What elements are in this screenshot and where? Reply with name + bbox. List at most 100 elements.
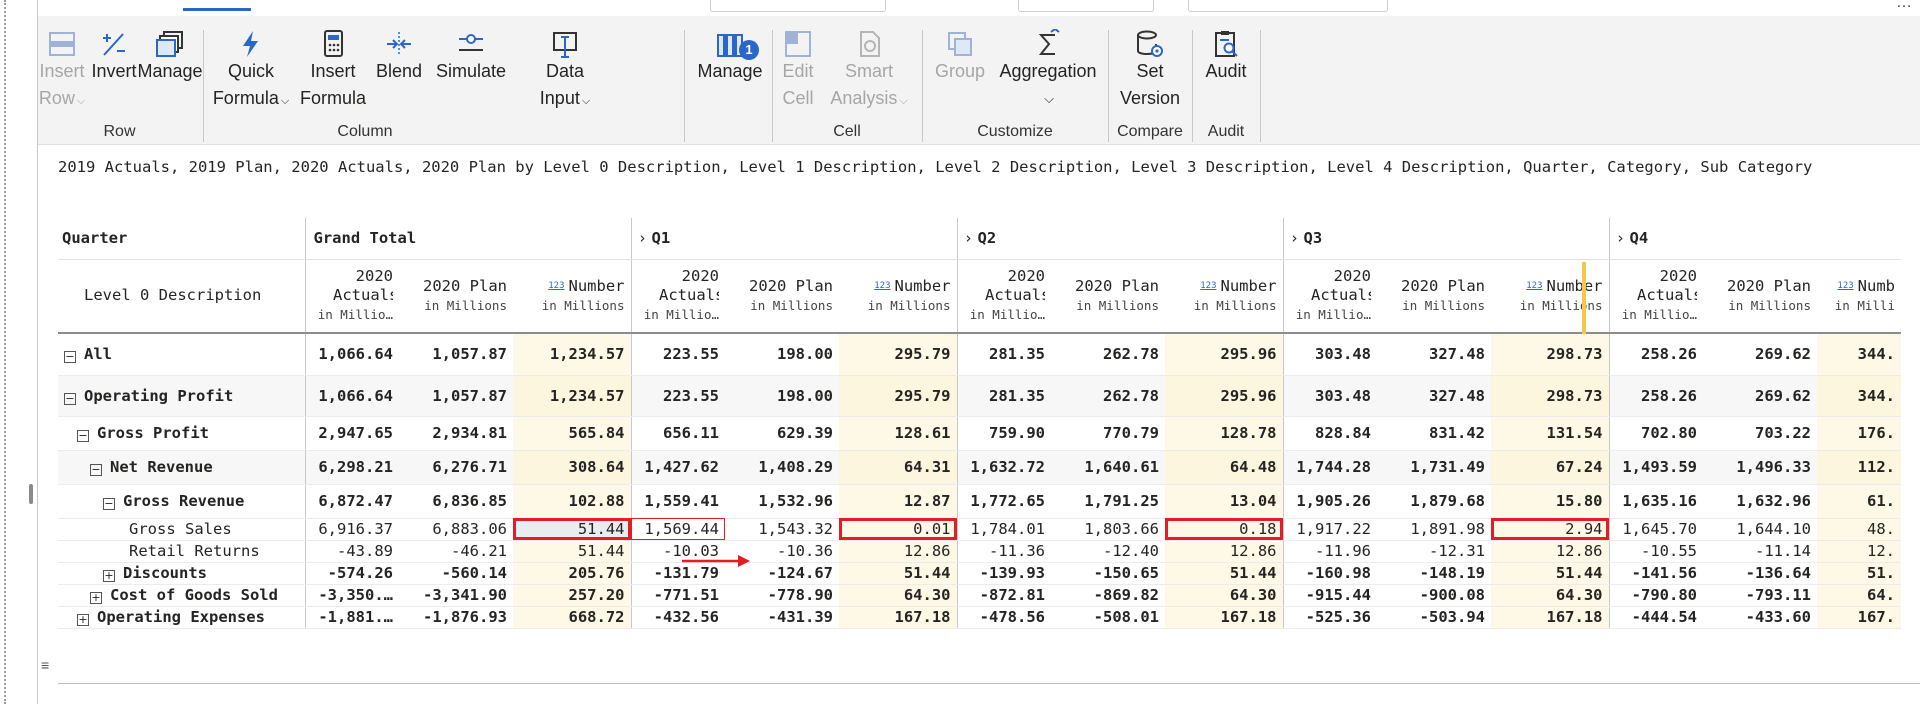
top-user-box[interactable]	[1188, 0, 1388, 12]
data-cell[interactable]: -508.01	[1051, 606, 1165, 629]
data-cell[interactable]: 1,644.10	[1703, 518, 1817, 541]
row-header[interactable]: Gross Sales	[58, 518, 305, 541]
data-cell[interactable]: 269.62	[1703, 375, 1817, 417]
table-row[interactable]: + Discounts -574.26 -560.14 205.76 -131.79 -12…	[58, 562, 1901, 585]
data-cell[interactable]: 770.79	[1051, 416, 1165, 451]
column-header[interactable]: 123 Numb in Milli	[1817, 259, 1901, 334]
row-header[interactable]: Retail Returns	[58, 540, 305, 563]
data-cell[interactable]: 269.62	[1703, 333, 1817, 376]
data-cell[interactable]: 1,496.33	[1703, 450, 1817, 485]
expand-icon[interactable]: +	[103, 569, 115, 582]
data-cell[interactable]: 6,883.06	[399, 518, 513, 541]
data-cell[interactable]: 1,532.96	[725, 484, 839, 519]
column-header[interactable]: 2020 Actuals in Millio…	[1282, 259, 1377, 334]
edit-cell-button[interactable]: Edit Cell	[778, 28, 818, 112]
data-cell[interactable]: 1,057.87	[399, 375, 513, 417]
data-cell[interactable]: 128.78	[1165, 416, 1283, 451]
data-cell[interactable]: 262.78	[1051, 333, 1165, 376]
data-cell[interactable]: -1,881.…	[304, 606, 399, 629]
data-cell[interactable]: 6,276.71	[399, 450, 513, 485]
table-row[interactable]: + Operating Expenses -1,881.… -1,876.93 668.…	[58, 606, 1901, 629]
data-cell[interactable]: 295.79	[839, 375, 957, 417]
data-cell[interactable]: -869.82	[1051, 584, 1165, 607]
insert-formula-button[interactable]: Insert Formula	[299, 28, 367, 112]
data-cell[interactable]: -139.93	[956, 562, 1051, 585]
expand-icon[interactable]: +	[77, 613, 89, 626]
data-cell[interactable]: -432.56	[630, 606, 725, 629]
data-cell[interactable]: 64.30	[839, 584, 957, 607]
table-row[interactable]: − Gross Revenue 6,872.47 6,836.85 102.88 1,55…	[58, 484, 1901, 519]
expand-chevron-icon[interactable]: ›	[1291, 229, 1298, 248]
data-cell[interactable]: 64.48	[1165, 450, 1283, 485]
data-cell[interactable]: 1,731.49	[1377, 450, 1491, 485]
column-header[interactable]: 2020 Plan in Millions	[725, 259, 839, 334]
data-cell[interactable]: -560.14	[399, 562, 513, 585]
drag-handle-icon[interactable]: ≡	[41, 657, 50, 673]
data-cell[interactable]: 1,772.65	[956, 484, 1051, 519]
data-cell[interactable]: 112.	[1817, 450, 1901, 485]
data-cell[interactable]: 629.39	[725, 416, 839, 451]
data-cell[interactable]: 1,744.28	[1282, 450, 1377, 485]
data-cell[interactable]: -10.55	[1608, 540, 1703, 563]
data-cell[interactable]: -444.54	[1608, 606, 1703, 629]
data-cell[interactable]: 262.78	[1051, 375, 1165, 417]
expand-chevron-icon[interactable]: ›	[965, 229, 972, 248]
data-cell[interactable]: 281.35	[956, 333, 1051, 376]
data-cell[interactable]: -3,341.90	[399, 584, 513, 607]
data-cell[interactable]: 1,784.01	[956, 518, 1051, 541]
set-version-button[interactable]: Set Version	[1114, 28, 1186, 112]
data-cell[interactable]: -872.81	[956, 584, 1051, 607]
data-cell[interactable]: 1,543.32	[725, 518, 839, 541]
data-cell[interactable]: -431.39	[725, 606, 839, 629]
data-cell[interactable]: 258.26	[1608, 375, 1703, 417]
row-header[interactable]: + Discounts	[58, 562, 305, 585]
data-cell[interactable]: 1,066.64	[304, 333, 399, 376]
expand-chevron-icon[interactable]: ›	[639, 229, 646, 248]
data-cell[interactable]: -900.08	[1377, 584, 1491, 607]
data-cell[interactable]: 12.87	[839, 484, 957, 519]
data-cell[interactable]: 51.	[1817, 562, 1901, 585]
data-cell[interactable]: 176.	[1817, 416, 1901, 451]
quick-formula-button[interactable]: Quick Formula ⌵	[211, 28, 291, 115]
data-cell[interactable]: 0.18	[1165, 518, 1283, 541]
data-cell[interactable]: 64.31	[839, 450, 957, 485]
blend-button[interactable]: Blend	[373, 28, 425, 85]
data-cell[interactable]: 1,559.41	[630, 484, 725, 519]
collapse-icon[interactable]: −	[64, 391, 76, 405]
data-cell[interactable]: -136.64	[1703, 562, 1817, 585]
column-header[interactable]: 123 Number in Millions	[513, 259, 631, 334]
data-cell[interactable]: -790.80	[1608, 584, 1703, 607]
data-cell[interactable]: 51.44	[513, 540, 631, 563]
data-cell[interactable]: 1,057.87	[399, 333, 513, 376]
group-button[interactable]: Group	[932, 28, 988, 85]
column-header[interactable]: 2020 Plan in Millions	[1377, 259, 1491, 334]
row-header[interactable]: − Gross Profit	[58, 416, 305, 451]
data-cell[interactable]: 1,917.22	[1282, 518, 1377, 541]
data-cell[interactable]: 6,298.21	[304, 450, 399, 485]
data-cell[interactable]: 1,493.59	[1608, 450, 1703, 485]
table-row[interactable]: − All 1,066.64 1,057.87 1,234.57 223.55 198.00…	[58, 333, 1901, 376]
table-row[interactable]: Retail Returns -43.89 -46.21 51.44 -10.03 -10…	[58, 540, 1901, 563]
data-cell[interactable]: -124.67	[725, 562, 839, 585]
data-cell[interactable]: 295.79	[839, 333, 957, 376]
column-header[interactable]: 2020 Actuals in Millio…	[956, 259, 1051, 334]
data-cell[interactable]: 12.86	[839, 540, 957, 563]
data-cell[interactable]: 303.48	[1282, 333, 1377, 376]
data-cell[interactable]: -503.94	[1377, 606, 1491, 629]
column-header[interactable]: 2020 Plan in Millions	[1703, 259, 1817, 334]
data-cell[interactable]: 303.48	[1282, 375, 1377, 417]
data-cell[interactable]: 1,803.66	[1051, 518, 1165, 541]
data-cell[interactable]: -574.26	[304, 562, 399, 585]
horizontal-scroll-track[interactable]	[58, 683, 1920, 684]
data-cell[interactable]: 298.73	[1491, 375, 1609, 417]
data-cell[interactable]: 223.55	[630, 375, 725, 417]
data-cell[interactable]: 344.	[1817, 375, 1901, 417]
data-cell[interactable]: 668.72	[513, 606, 631, 629]
data-cell[interactable]: 344.	[1817, 333, 1901, 376]
data-cell[interactable]: 12.86	[1491, 540, 1609, 563]
data-cell[interactable]: 102.88	[513, 484, 631, 519]
column-header[interactable]: 2020 Plan in Millions	[1051, 259, 1165, 334]
data-cell[interactable]: 295.96	[1165, 375, 1283, 417]
resize-grip[interactable]	[29, 484, 33, 504]
data-cell[interactable]: -11.14	[1703, 540, 1817, 563]
